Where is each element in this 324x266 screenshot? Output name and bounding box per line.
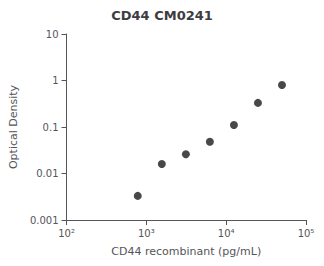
- svg-text:CD44 recombinant (pg/mL): CD44 recombinant (pg/mL): [111, 245, 261, 258]
- svg-text:10: 10: [46, 29, 59, 40]
- svg-text:0.001: 0.001: [30, 215, 59, 226]
- svg-text:10²: 10²: [58, 228, 75, 239]
- svg-text:1: 1: [52, 75, 58, 86]
- svg-text:Optical Density: Optical Density: [7, 84, 20, 169]
- svg-text:CD44 CM0241: CD44 CM0241: [111, 8, 213, 23]
- svg-text:0.01: 0.01: [36, 168, 58, 179]
- svg-text:0.1: 0.1: [43, 122, 59, 133]
- svg-text:10⁴: 10⁴: [218, 228, 235, 239]
- svg-text:10³: 10³: [138, 228, 155, 239]
- svg-text:10⁵: 10⁵: [298, 228, 315, 239]
